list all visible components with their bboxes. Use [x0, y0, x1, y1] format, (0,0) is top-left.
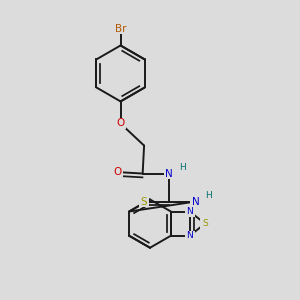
Text: S: S [202, 219, 208, 228]
Text: Br: Br [115, 24, 126, 34]
Text: O: O [113, 167, 122, 177]
FancyBboxPatch shape [116, 118, 126, 129]
FancyBboxPatch shape [112, 24, 129, 34]
FancyBboxPatch shape [190, 196, 201, 207]
Text: N: N [186, 207, 193, 216]
FancyBboxPatch shape [184, 230, 195, 241]
FancyBboxPatch shape [112, 167, 123, 177]
FancyBboxPatch shape [184, 206, 195, 217]
Text: H: H [179, 163, 186, 172]
Text: O: O [116, 118, 125, 128]
FancyBboxPatch shape [139, 196, 149, 207]
Text: S: S [141, 196, 147, 206]
FancyBboxPatch shape [164, 168, 174, 179]
Text: H: H [206, 191, 212, 200]
FancyBboxPatch shape [200, 218, 210, 229]
Text: N: N [165, 169, 173, 178]
Text: N: N [192, 196, 200, 206]
Text: N: N [186, 231, 193, 240]
